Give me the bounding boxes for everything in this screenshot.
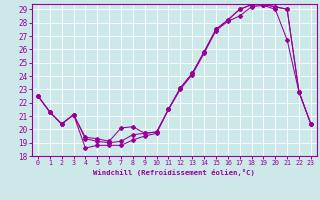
X-axis label: Windchill (Refroidissement éolien,°C): Windchill (Refroidissement éolien,°C) xyxy=(93,169,255,176)
